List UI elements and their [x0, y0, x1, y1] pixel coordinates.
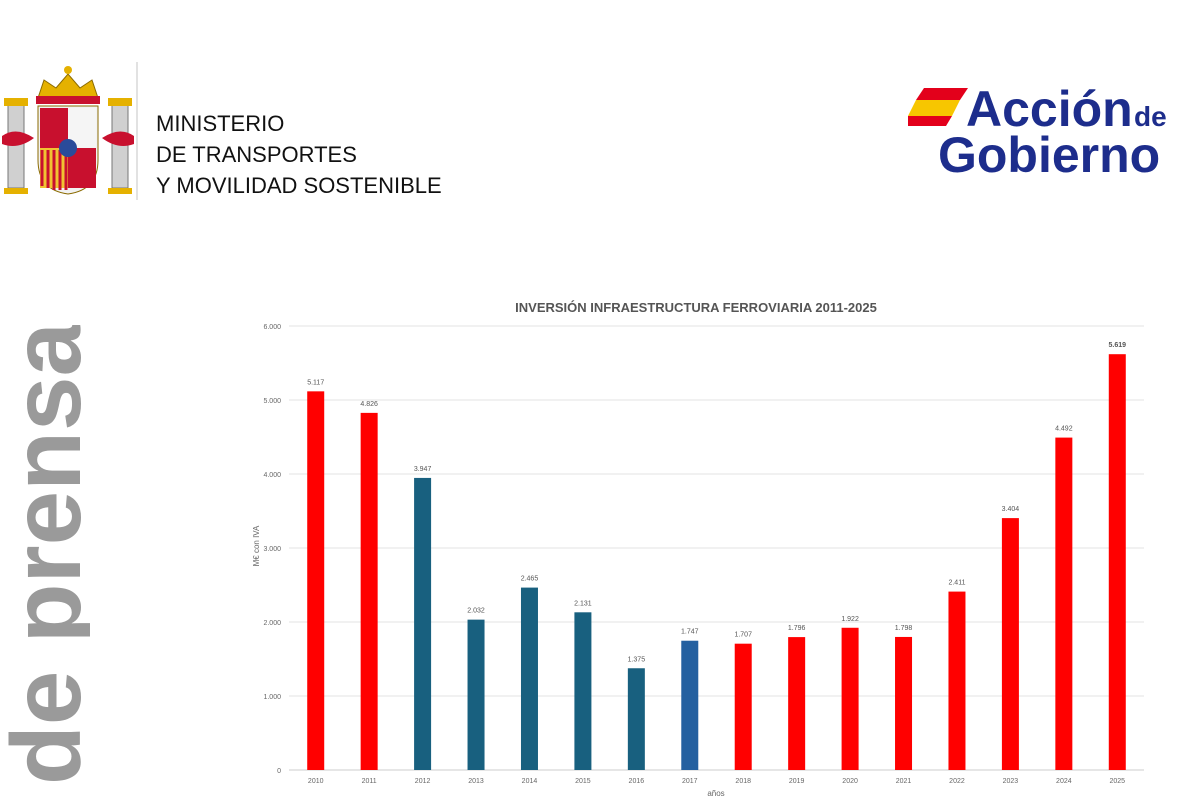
- bar: [307, 391, 325, 770]
- x-tick-label: 2018: [735, 778, 751, 785]
- y-tick-label: 1.000: [263, 694, 281, 701]
- data-label: 1.747: [681, 629, 699, 636]
- data-label: 3.947: [414, 466, 432, 473]
- x-tick-label: 2011: [362, 778, 377, 785]
- data-label: 4.826: [360, 401, 378, 408]
- flag-red-bottom: [908, 116, 952, 126]
- brand-line1: Acción: [966, 81, 1133, 137]
- flag-yellow: [908, 100, 960, 116]
- bar: [1055, 437, 1073, 770]
- x-tick-label: 2015: [575, 778, 591, 785]
- bar: [895, 636, 913, 770]
- bar: [520, 587, 538, 770]
- y-axis-label: M€ con IVA: [252, 525, 261, 566]
- bar: [467, 619, 485, 770]
- bar: [1001, 518, 1019, 770]
- x-tick-label: 2020: [842, 778, 858, 785]
- data-label: 1.375: [628, 656, 646, 663]
- bar: [681, 640, 699, 770]
- y-tick-label: 5.000: [263, 398, 281, 405]
- bar: [948, 591, 966, 770]
- chart-grid: 0 1.000 2.000 3.000 4.000 5.000 6.000: [263, 324, 1144, 775]
- bar: [574, 612, 592, 770]
- coat-of-arms-logo: [2, 62, 138, 200]
- x-tick-label: 2017: [682, 778, 698, 785]
- x-tick-label: 2016: [629, 778, 645, 785]
- x-tick-label: 2010: [308, 778, 324, 785]
- bar: [360, 412, 378, 770]
- accion-de-gobierno-logo: Acción de Gobierno: [908, 81, 1167, 178]
- bar: [1108, 354, 1126, 770]
- x-tick-label: 2023: [1003, 778, 1019, 785]
- bar: [627, 668, 645, 770]
- data-label: 1.707: [734, 632, 752, 639]
- y-tick-label: 2.000: [263, 620, 281, 627]
- side-watermark-text: de prensa: [0, 325, 90, 785]
- brand-line2: Gobierno: [938, 127, 1160, 178]
- data-label: 2.411: [948, 580, 965, 587]
- bar: [788, 637, 806, 770]
- chart-title: INVERSIÓN INFRAESTRUCTURA FERROVIARIA 20…: [515, 300, 877, 315]
- data-label: 2.032: [467, 608, 485, 615]
- data-label: 1.922: [841, 616, 859, 623]
- x-tick-label: 2022: [949, 778, 965, 785]
- bar-chart: INVERSIÓN INFRAESTRUCTURA FERROVIARIA 20…: [252, 300, 1144, 798]
- data-label: 2.465: [521, 576, 539, 583]
- y-tick-label: 4.000: [263, 472, 281, 479]
- brand-de: de: [1134, 101, 1167, 132]
- ministry-line: Y MOVILIDAD SOSTENIBLE: [156, 173, 442, 198]
- ministry-line: DE TRANSPORTES: [156, 142, 357, 167]
- y-tick-label: 0: [277, 768, 281, 775]
- x-tick-label: 2014: [522, 778, 538, 785]
- data-label: 5.117: [307, 379, 324, 386]
- ministry-name: MINISTERIO DE TRANSPORTES Y MOVILIDAD SO…: [156, 108, 442, 201]
- y-tick-label: 3.000: [263, 546, 281, 553]
- bar: [841, 627, 859, 770]
- data-label: 1.796: [788, 625, 806, 632]
- side-text: de prensa: [0, 325, 90, 785]
- chart-bars: 5.117 2010 4.826 2011 3.947 2012 2.032 2013 2.46…: [307, 342, 1126, 785]
- x-tick-label: 2025: [1109, 778, 1125, 785]
- x-axis-label: años: [707, 789, 724, 798]
- y-tick-label: 6.000: [263, 324, 281, 331]
- data-label: 5.619: [1109, 342, 1127, 349]
- x-tick-label: 2024: [1056, 778, 1072, 785]
- x-tick-label: 2012: [415, 778, 431, 785]
- x-tick-label: 2019: [789, 778, 805, 785]
- flag-red-top: [916, 88, 968, 100]
- bar: [734, 643, 752, 770]
- ministry-line: MINISTERIO: [156, 111, 285, 136]
- data-label: 1.798: [895, 625, 913, 632]
- x-tick-label: 2021: [896, 778, 912, 785]
- data-label: 2.131: [574, 600, 592, 607]
- x-tick-label: 2013: [468, 778, 484, 785]
- data-label: 3.404: [1002, 506, 1020, 513]
- data-label: 4.492: [1055, 426, 1073, 433]
- bar: [414, 477, 432, 770]
